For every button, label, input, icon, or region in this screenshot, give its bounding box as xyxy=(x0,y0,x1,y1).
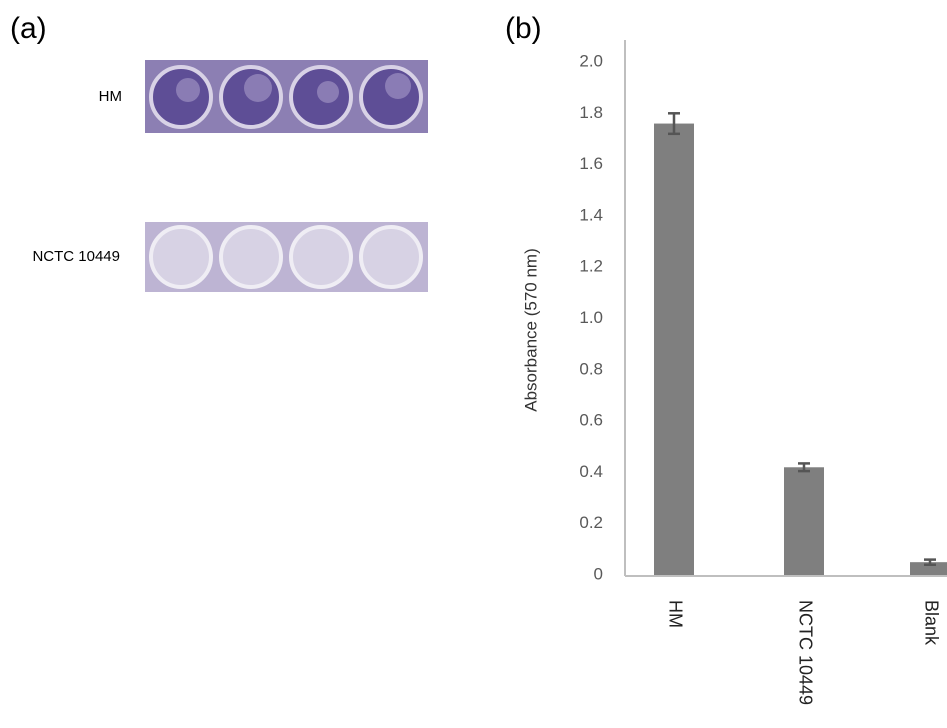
y-tick-label: 1.8 xyxy=(579,103,603,122)
y-tick-label: 0.4 xyxy=(579,462,603,481)
y-tick-label: 1.4 xyxy=(579,205,603,224)
panel-label: (a) xyxy=(10,12,47,45)
plate-photo xyxy=(145,222,428,292)
x-tick-label: NCTC 10449 xyxy=(795,600,815,705)
y-tick-label: 0 xyxy=(594,564,603,583)
panel-label: (b) xyxy=(505,12,542,45)
y-tick-label: 0.6 xyxy=(579,411,603,430)
y-tick-label: 1.2 xyxy=(579,257,603,276)
y-tick-label: 1.0 xyxy=(579,308,603,327)
bar xyxy=(654,124,694,575)
y-tick-label: 2.0 xyxy=(579,51,603,70)
x-tick-label: Blank xyxy=(921,600,941,646)
y-tick-label: 0.2 xyxy=(579,513,603,532)
row-label: HM xyxy=(99,88,122,105)
x-tick-label: HM xyxy=(665,600,685,628)
y-tick-label: 0.8 xyxy=(579,359,603,378)
row-label: NCTC 10449 xyxy=(32,248,120,265)
figure: (a) HM NCTC 10449 (b) Absorbance (570 nm… xyxy=(0,0,947,728)
y-tick-label: 1.6 xyxy=(579,154,603,173)
y-axis-label: Absorbance (570 nm) xyxy=(521,248,540,411)
bar xyxy=(784,467,824,575)
plate-photo xyxy=(145,60,428,133)
